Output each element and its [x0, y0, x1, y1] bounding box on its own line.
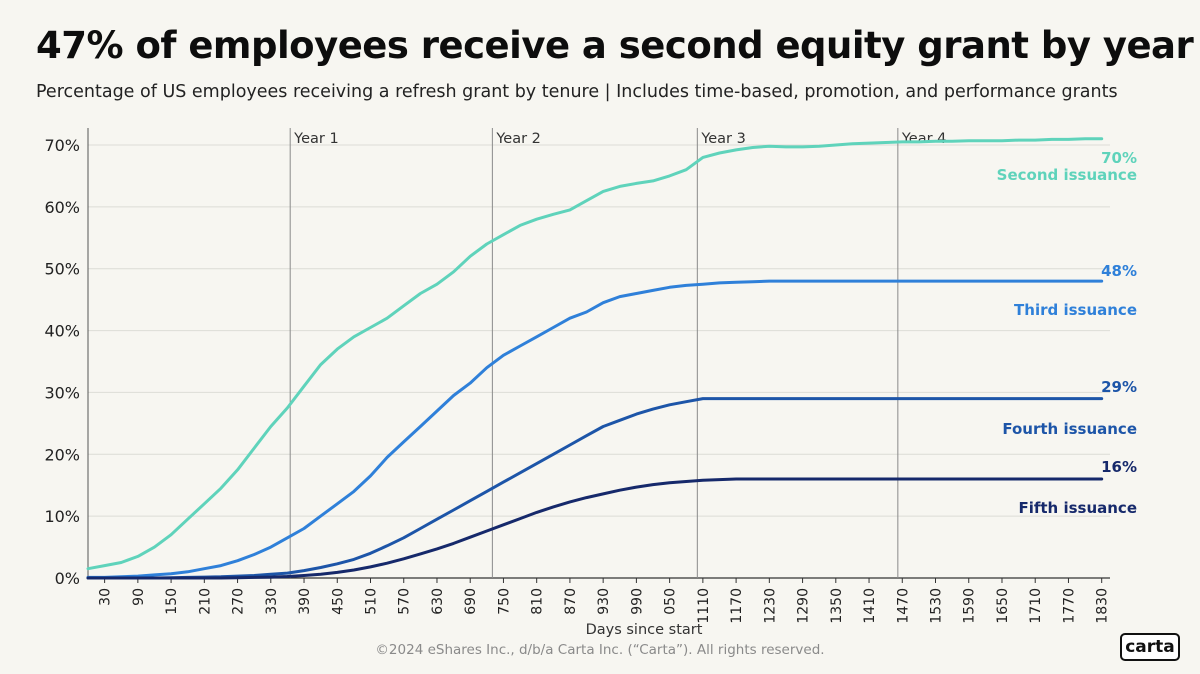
chart-subtitle: Percentage of US employees receiving a r…: [36, 82, 1118, 102]
x-tick-label: 870: [563, 588, 579, 615]
x-tick-label: 150: [164, 588, 180, 615]
year-reference-label: Year 3: [700, 131, 746, 147]
x-tick-label: 1650: [995, 588, 1011, 624]
x-tick-label: 1710: [1028, 588, 1044, 624]
x-tick-label: 1230: [762, 588, 778, 624]
x-axis-title: Days since start: [586, 622, 703, 638]
x-tick-label: 1350: [829, 588, 845, 624]
series-name-label: Fifth issuance: [1018, 499, 1137, 517]
series-line-fourth-issuance: [86, 397, 1104, 580]
series-name-label: Third issuance: [1014, 301, 1137, 319]
y-tick-label: 10%: [44, 507, 80, 526]
x-tick-label: 450: [330, 588, 346, 615]
y-tick-label: 40%: [44, 322, 80, 341]
x-tick-label: 1530: [929, 588, 945, 624]
series-end-value: 29%: [1101, 378, 1137, 396]
x-tick-label: 510: [364, 588, 380, 615]
series-end-value: 70%: [1101, 149, 1137, 167]
series-name-label: Fourth issuance: [1002, 420, 1137, 438]
series-name-label: Second issuance: [997, 166, 1137, 184]
x-tick-label: 390: [297, 588, 313, 615]
x-tick-label: 930: [596, 588, 612, 615]
year-reference-label: Year 2: [495, 131, 541, 147]
y-tick-label: 20%: [44, 445, 80, 464]
x-tick-label: 810: [530, 588, 546, 615]
series-end-value: 48%: [1101, 262, 1137, 280]
x-tick-label: 1410: [862, 588, 878, 624]
x-tick-label: 570: [397, 588, 413, 615]
x-tick-label: 1590: [962, 588, 978, 624]
x-tick-label: 750: [496, 588, 512, 615]
x-tick-label: 210: [197, 588, 213, 615]
copyright-footer: ©2024 eShares Inc., d/b/a Carta Inc. (“C…: [375, 642, 825, 658]
chart-title: 47% of employees receive a second equity…: [36, 24, 1200, 67]
series-line-third-issuance: [86, 279, 1104, 579]
x-tick-label: 630: [430, 588, 446, 615]
y-tick-label: 70%: [44, 136, 80, 155]
x-tick-label: 990: [629, 588, 645, 615]
x-tick-label: 30: [98, 588, 114, 606]
carta-logo: carta: [1120, 633, 1180, 661]
x-tick-label: 050: [663, 588, 679, 615]
x-tick-label: 690: [463, 588, 479, 615]
x-tick-label: 1290: [796, 588, 812, 624]
x-tick-label: 1470: [895, 588, 911, 624]
y-tick-label: 30%: [44, 383, 80, 402]
x-tick-label: 90: [131, 588, 147, 606]
year-reference-label: Year 4: [901, 131, 947, 147]
x-tick-label: 1830: [1095, 588, 1111, 624]
x-tick-label: 330: [264, 588, 280, 615]
x-tick-label: 1170: [729, 588, 745, 624]
y-tick-label: 50%: [44, 260, 80, 279]
x-tick-label: 270: [231, 588, 247, 615]
year-reference-label: Year 1: [293, 131, 339, 147]
y-tick-label: 0%: [55, 569, 80, 588]
series-line-second-issuance: [86, 137, 1104, 571]
y-tick-label: 60%: [44, 198, 80, 217]
x-tick-label: 1110: [696, 588, 712, 624]
series-line-fifth-issuance: [86, 477, 1104, 580]
series-end-value: 16%: [1101, 458, 1137, 476]
x-tick-label: 1770: [1061, 588, 1077, 624]
